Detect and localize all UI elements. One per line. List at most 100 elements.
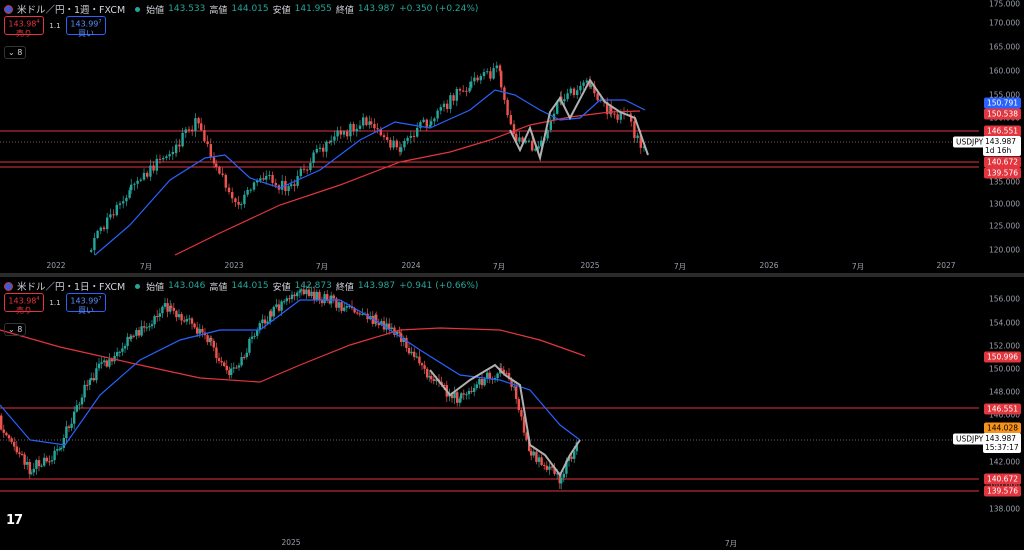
price-line-tag: 150.538 <box>983 108 1021 120</box>
candle-body <box>15 446 18 453</box>
candle-body <box>550 466 554 468</box>
candle-body <box>318 147 322 149</box>
candle-body <box>232 367 235 369</box>
daily-chart-pane[interactable]: 米ドル／円・1日・FXCM 始値 143.046 高値 144.015 安値 142.… <box>0 277 1024 550</box>
daily-trade-panel: 143.984 売り 1.1 143.997 買い <box>4 293 106 315</box>
weekly-price-axis[interactable]: 175.000170.000165.000160.000155.000150.0… <box>979 0 1024 273</box>
weekly-symbol-title[interactable]: 米ドル／円・1週・FXCM <box>17 5 126 16</box>
candle-body <box>460 393 463 399</box>
current-price-label[interactable]: 143.987 15:37:17 <box>983 433 1021 453</box>
candle-body <box>353 308 356 313</box>
symbol-tag: USDJPY <box>953 433 987 445</box>
long-moving-average-line <box>0 327 586 383</box>
price-tick-label: 125.000 <box>988 221 1020 231</box>
buy-button[interactable]: 143.997 買い <box>66 293 106 315</box>
buy-button[interactable]: 143.997 買い <box>66 16 106 38</box>
candle-body <box>305 289 308 295</box>
candle-body <box>593 85 596 94</box>
candle-body <box>343 307 346 311</box>
sell-button[interactable]: 143.984 売り <box>4 293 44 315</box>
tradingview-logo[interactable]: 17 <box>6 513 23 528</box>
candle-body <box>200 123 203 131</box>
candle-body <box>370 121 373 124</box>
candle-body <box>283 301 286 303</box>
weekly-chart-pane[interactable]: 米ドル／円・1週・FXCM 始値 143.533 高値 144.015 安値 141.… <box>0 0 1024 273</box>
short-moving-average-line <box>94 89 646 256</box>
candle-body <box>110 359 114 362</box>
candle-body <box>433 118 436 122</box>
candle-body <box>348 306 351 308</box>
candle-body <box>50 460 54 462</box>
candle-body <box>92 378 95 381</box>
sell-button[interactable]: 143.984 売り <box>4 16 44 38</box>
candle-body <box>139 179 142 181</box>
candle-body <box>442 103 446 108</box>
candle-body <box>346 131 349 137</box>
candle-body <box>263 319 267 324</box>
candle-body <box>250 336 254 339</box>
candle-body <box>560 477 563 484</box>
daily-symbol-title[interactable]: 米ドル／円・1日・FXCM <box>17 282 126 293</box>
candle-body <box>231 192 234 199</box>
candle-body <box>549 120 552 130</box>
candle-body <box>190 318 194 324</box>
candle-body <box>10 438 13 442</box>
candle-body <box>165 156 168 158</box>
candle-body <box>75 405 78 412</box>
candle-body <box>356 312 359 314</box>
candle-body <box>215 347 218 359</box>
candle-body <box>203 130 206 142</box>
candle-body <box>285 298 288 302</box>
candle-body <box>171 152 174 155</box>
current-price-label[interactable]: 143.987 1d 16h <box>983 136 1021 156</box>
time-tick-label: 7月 <box>139 262 153 271</box>
daily-legend: 米ドル／円・1日・FXCM 始値 143.046 高値 144.015 安値 142.… <box>4 279 478 293</box>
candle-body <box>352 123 355 132</box>
weekly-chart-canvas[interactable] <box>0 0 979 273</box>
candle-body <box>185 318 188 322</box>
candle-body <box>562 473 565 478</box>
time-tick-label: 7月 <box>851 262 865 271</box>
candle-body <box>95 368 98 381</box>
candle-body <box>142 172 146 180</box>
candle-body <box>512 124 516 134</box>
candle-body <box>467 390 471 395</box>
candle-body <box>78 404 81 406</box>
candle-body <box>476 77 479 81</box>
candle-body <box>99 227 102 231</box>
candle-body <box>88 379 91 385</box>
candle-body <box>326 294 329 301</box>
daily-chart-canvas[interactable] <box>0 277 979 550</box>
candle-body <box>569 88 572 94</box>
open-value: 143.533 <box>168 4 206 14</box>
candle-body <box>121 348 124 352</box>
candle-body <box>259 178 262 181</box>
candle-body <box>67 426 71 428</box>
candle-body <box>100 362 103 364</box>
candle-body <box>73 411 76 424</box>
candle-body <box>532 451 535 456</box>
pane-divider[interactable] <box>0 273 1024 277</box>
daily-price-axis[interactable]: 156.000 154.000 152.000 150.000 148.000 146.0… <box>979 277 1024 550</box>
candle-body <box>103 360 106 363</box>
candle-body <box>298 290 301 293</box>
candle-body <box>108 359 111 367</box>
candle-body <box>342 131 346 135</box>
sell-label: 売り <box>16 28 32 38</box>
indicators-collapse-button[interactable]: ⌄ 8 <box>4 46 27 59</box>
candle-body <box>105 360 108 367</box>
candle-body <box>132 335 135 337</box>
price-line-tag: 146.551 <box>983 403 1021 415</box>
candle-body <box>430 376 433 380</box>
low-label: 安値 <box>272 282 291 293</box>
candle-body <box>40 465 43 467</box>
candle-body <box>380 321 383 326</box>
candle-body <box>573 451 576 459</box>
change-value: +0.350 (+0.24%) <box>399 4 479 14</box>
candle-body <box>252 182 256 190</box>
open-value: 143.046 <box>168 281 206 291</box>
indicators-collapse-button[interactable]: ⌄ 8 <box>4 323 27 336</box>
candle-body <box>540 457 543 465</box>
time-tick-label: 2026 <box>759 261 779 270</box>
price-tick-label: 140.000 <box>989 481 1020 490</box>
